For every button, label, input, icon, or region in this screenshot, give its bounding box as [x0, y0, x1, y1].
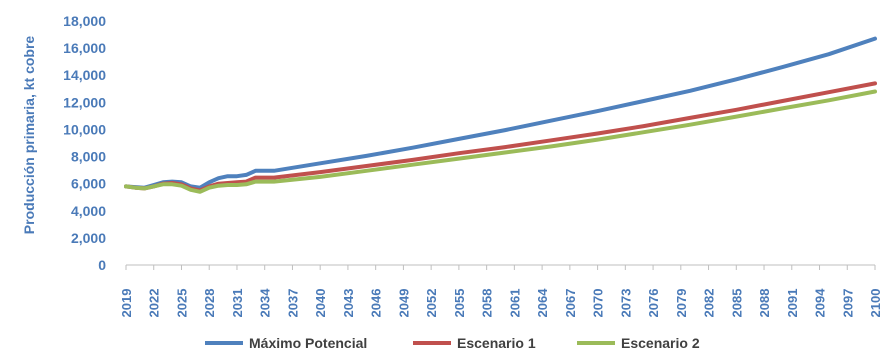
y-tick-label: 12,000	[63, 94, 106, 110]
x-tick-label: 2034	[258, 288, 273, 318]
x-tick-label: 2100	[868, 289, 883, 318]
y-tick-label: 2,000	[71, 230, 106, 246]
legend: Máximo Potencial Escenario 1 Escenario 2	[205, 335, 700, 351]
legend-label-0: Máximo Potencial	[249, 335, 367, 351]
x-tick-label: 2052	[424, 289, 439, 318]
x-tick-label: 2082	[702, 289, 717, 318]
x-tick-label: 2025	[174, 289, 189, 318]
y-tick-label: 18,000	[63, 13, 106, 29]
series-lines	[124, 36, 877, 194]
y-tick-label: 4,000	[71, 203, 106, 219]
x-tick-label: 2046	[369, 289, 384, 318]
x-tick-label: 2067	[563, 289, 578, 318]
y-axis-ticks: 0 2,000 4,000 6,000 8,000 10,000 12,000 14,000 1…	[63, 13, 106, 273]
x-tick-label: 2073	[618, 289, 633, 318]
x-tick-label: 2049	[396, 289, 411, 318]
x-tick-label: 2097	[840, 289, 855, 318]
x-tick-label: 2088	[757, 289, 772, 318]
x-tick-label: 2028	[202, 289, 217, 318]
x-axis-ticks: 2019 2022 2025 2028 2031 2034 2037 2040 2043 2046…	[119, 265, 883, 317]
y-tick-label: 14,000	[63, 67, 106, 83]
legend-label-2: Escenario 2	[621, 335, 700, 351]
y-tick-label: 0	[98, 257, 106, 273]
x-tick-label: 2064	[535, 288, 550, 318]
x-tick-label: 2091	[785, 289, 800, 318]
y-tick-label: 10,000	[63, 121, 106, 137]
x-tick-label: 2037	[285, 289, 300, 318]
x-tick-label: 2058	[480, 289, 495, 318]
y-axis-label: Producción primaria, kt cobre	[21, 36, 37, 235]
x-tick-label: 2094	[813, 288, 828, 318]
x-tick-label: 2076	[646, 289, 661, 318]
x-tick-label: 2055	[452, 289, 467, 318]
x-tick-label: 2019	[119, 289, 134, 318]
y-tick-label: 8,000	[71, 149, 106, 165]
x-tick-label: 2040	[313, 289, 328, 318]
x-tick-label: 2022	[147, 289, 162, 318]
x-tick-label: 2031	[230, 289, 245, 318]
y-tick-label: 16,000	[63, 40, 106, 56]
y-tick-label: 6,000	[71, 176, 106, 192]
x-tick-label: 2061	[507, 289, 522, 318]
legend-label-1: Escenario 1	[457, 335, 536, 351]
x-tick-label: 2085	[729, 289, 744, 318]
x-tick-label: 2043	[341, 289, 356, 318]
series-line-2	[124, 89, 877, 194]
x-tick-label: 2079	[674, 289, 689, 318]
x-tick-label: 2070	[591, 289, 606, 318]
